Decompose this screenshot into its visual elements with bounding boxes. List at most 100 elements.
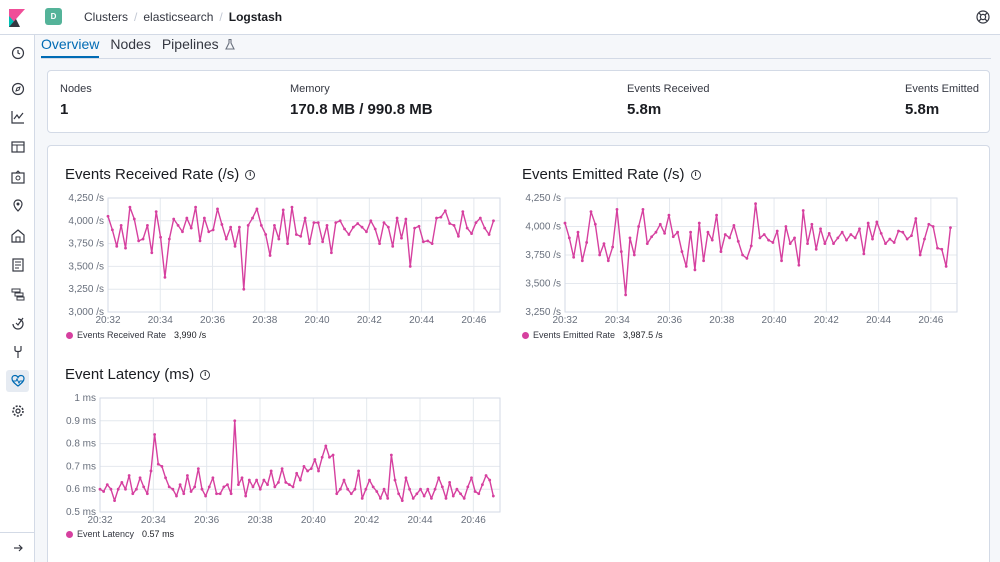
x-tick-label: 20:46 xyxy=(461,515,486,526)
recently-viewed-icon[interactable] xyxy=(9,44,26,61)
data-point xyxy=(142,485,146,489)
data-point xyxy=(204,494,208,498)
data-point xyxy=(741,253,744,257)
data-point xyxy=(871,237,874,241)
discover-icon[interactable] xyxy=(9,80,26,97)
data-point xyxy=(220,223,224,226)
x-tick-label: 20:40 xyxy=(762,315,787,326)
logs-icon[interactable] xyxy=(9,256,26,273)
x-tick-label: 20:46 xyxy=(918,315,943,326)
breadcrumb-clusters[interactable]: Clusters xyxy=(84,10,129,24)
data-point xyxy=(369,219,373,223)
y-tick-label: 3,250 /s xyxy=(68,284,104,295)
data-point xyxy=(347,233,351,236)
data-point xyxy=(853,236,857,240)
data-point xyxy=(131,492,135,496)
data-point xyxy=(371,485,375,489)
data-point xyxy=(451,494,455,498)
data-point xyxy=(628,236,632,240)
chart-title-emitted-text: Events Emitted Rate (/s) xyxy=(522,166,685,183)
expand-nav-button[interactable] xyxy=(0,532,35,562)
data-point xyxy=(124,246,127,250)
data-point xyxy=(264,233,268,236)
stack-monitoring-icon[interactable] xyxy=(6,370,29,392)
data-point xyxy=(119,223,123,227)
data-point xyxy=(430,242,434,245)
data-point xyxy=(259,223,263,227)
data-point xyxy=(836,236,840,240)
y-tick-label: 0.9 ms xyxy=(66,416,96,427)
uptime-icon[interactable] xyxy=(9,314,26,331)
info-icon[interactable]: i xyxy=(245,169,256,180)
data-point xyxy=(448,480,452,484)
dashboard-icon[interactable] xyxy=(9,138,26,155)
data-point xyxy=(277,237,281,241)
info-icon[interactable]: i xyxy=(690,169,701,180)
data-point xyxy=(238,225,241,229)
data-point xyxy=(455,487,459,491)
data-point xyxy=(346,487,350,491)
kibana-logo-icon[interactable] xyxy=(9,9,25,27)
stat-events-received-label: Events Received xyxy=(627,83,710,95)
data-point xyxy=(189,490,193,493)
data-point xyxy=(563,221,567,225)
data-point xyxy=(132,217,136,221)
data-point xyxy=(413,226,417,230)
plot-frame xyxy=(99,397,501,513)
tab-nodes[interactable]: Nodes xyxy=(110,36,151,52)
data-point xyxy=(135,487,138,491)
x-tick-label: 20:46 xyxy=(461,315,486,326)
apm-icon[interactable] xyxy=(9,285,26,302)
legend-emitted[interactable]: Events Emitted Rate 3,987.5 /s xyxy=(522,330,663,340)
data-point xyxy=(262,478,266,482)
data-point xyxy=(775,229,779,233)
data-point xyxy=(488,478,492,482)
data-point xyxy=(113,499,116,502)
x-tick-label: 20:40 xyxy=(305,315,330,326)
legend-received[interactable]: Events Received Rate 3,990 /s xyxy=(66,330,206,340)
data-point xyxy=(411,496,415,500)
data-point xyxy=(474,221,478,225)
data-point xyxy=(615,208,619,211)
data-point xyxy=(426,239,430,243)
data-point xyxy=(224,237,228,241)
data-point xyxy=(154,210,158,214)
y-tick-label: 3,000 /s xyxy=(68,307,104,318)
data-point xyxy=(576,230,580,234)
stat-events-emitted-value: 5.8m xyxy=(905,101,940,118)
data-point xyxy=(255,207,259,211)
info-icon[interactable]: i xyxy=(200,369,211,380)
management-gear-icon[interactable] xyxy=(9,402,26,419)
data-point xyxy=(382,487,386,491)
canvas-icon[interactable] xyxy=(9,168,26,185)
help-icon[interactable] xyxy=(976,10,990,24)
tab-overview[interactable]: Overview xyxy=(41,36,100,58)
dev-tools-icon[interactable] xyxy=(9,343,26,360)
infrastructure-icon[interactable] xyxy=(9,227,26,244)
maps-icon[interactable] xyxy=(9,197,26,214)
data-point xyxy=(124,487,127,491)
visualize-icon[interactable] xyxy=(9,108,26,125)
x-tick-label: 20:36 xyxy=(200,315,225,326)
data-point xyxy=(115,244,119,248)
data-point xyxy=(897,229,900,233)
legend-latency[interactable]: Event Latency 0.57 ms xyxy=(66,529,174,539)
data-point xyxy=(251,485,255,489)
data-point xyxy=(793,236,796,240)
data-point xyxy=(194,205,198,209)
data-point xyxy=(364,487,368,491)
arrow-right-icon xyxy=(13,544,23,551)
data-point xyxy=(426,487,430,491)
data-point xyxy=(299,234,303,238)
y-tick-label: 3,500 /s xyxy=(525,279,561,290)
space-avatar[interactable]: D xyxy=(45,8,62,25)
top-bar: D Clusters / elasticsearch / Logstash xyxy=(0,0,1000,35)
data-point xyxy=(593,222,597,226)
tab-pipelines[interactable]: Pipelines xyxy=(162,36,235,58)
breadcrumb-elasticsearch[interactable]: elasticsearch xyxy=(143,10,214,24)
data-point xyxy=(918,253,922,257)
data-point xyxy=(491,494,495,498)
data-point xyxy=(637,225,641,228)
data-point xyxy=(280,467,284,471)
data-point xyxy=(286,242,289,245)
